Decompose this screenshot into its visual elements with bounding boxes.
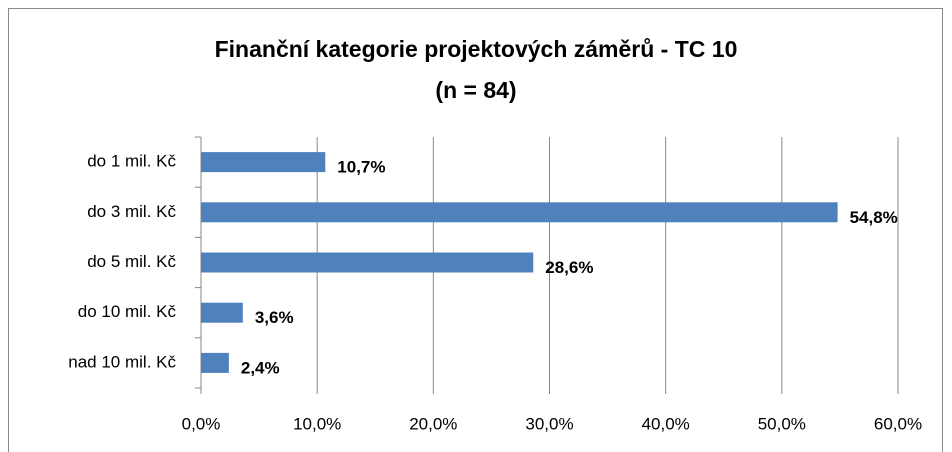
data-label: 10,7% (337, 158, 385, 177)
chart-border (8, 8, 943, 452)
data-label: 28,6% (545, 258, 593, 277)
chart-title: Finanční kategorie projektových záměrů -… (215, 36, 738, 62)
data-label: 3,6% (255, 308, 294, 327)
bar (201, 152, 326, 173)
x-tick-label: 0,0% (182, 414, 221, 433)
bar (201, 202, 838, 223)
y-tick-label: do 5 mil. Kč (87, 252, 176, 271)
chart-subtitle: (n = 84) (435, 77, 516, 103)
y-tick-label: do 1 mil. Kč (87, 152, 176, 171)
y-tick-label: do 3 mil. Kč (87, 202, 176, 221)
data-label: 54,8% (850, 208, 898, 227)
bar (201, 252, 534, 273)
y-tick-label: do 10 mil. Kč (78, 302, 177, 321)
x-tick-label: 40,0% (642, 414, 690, 433)
y-tick-label: nad 10 mil. Kč (68, 352, 176, 371)
bar (201, 302, 243, 323)
x-tick-label: 50,0% (758, 414, 806, 433)
bar (201, 352, 229, 373)
data-label: 2,4% (241, 358, 280, 377)
x-tick-label: 30,0% (525, 414, 573, 433)
x-tick-label: 60,0% (874, 414, 922, 433)
x-tick-label: 20,0% (409, 414, 457, 433)
x-tick-label: 10,0% (293, 414, 341, 433)
